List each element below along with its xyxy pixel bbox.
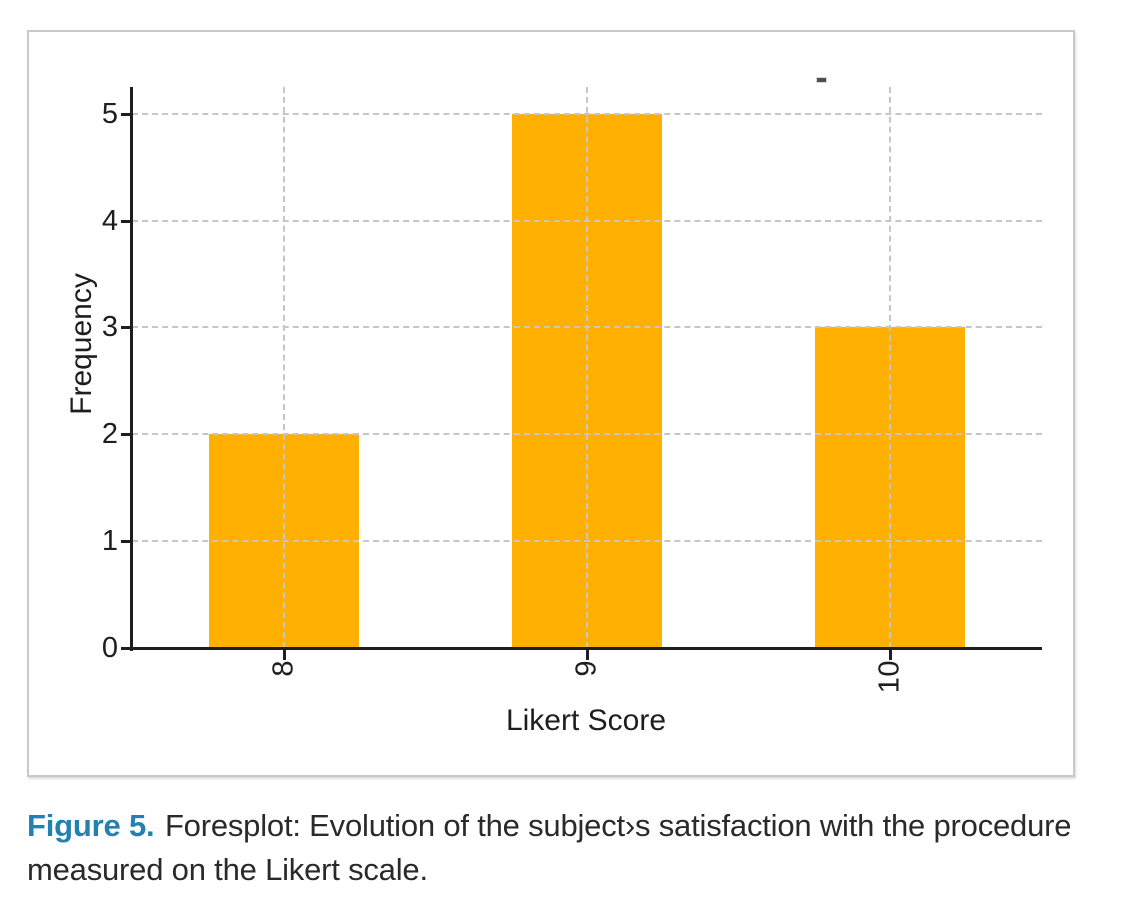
y-tick-mark — [121, 219, 132, 223]
y-tick-label: 2 — [101, 418, 118, 451]
x-axis-line — [130, 647, 1042, 650]
x-tick-label: 10 — [873, 660, 906, 694]
x-tick-mark — [586, 650, 589, 660]
x-grid-line — [282, 87, 285, 648]
y-tick-mark — [121, 112, 132, 116]
y-tick-label: 3 — [101, 311, 118, 344]
x-tick-mark — [889, 650, 893, 660]
y-tick-label: 0 — [101, 632, 118, 664]
plot-area: Frequency Likert Score 0 1 2 3 4 5 8 9 10 — [29, 32, 1073, 775]
figure-caption: Figure 5. Foresplot: Evolution of the sub… — [27, 804, 1073, 892]
x-grid-line — [586, 87, 588, 648]
y-tick-label: 4 — [101, 204, 118, 237]
figure-caption-label: Figure 5. — [27, 808, 155, 843]
x-tick-label: 8 — [267, 660, 300, 677]
x-tick-mark — [282, 650, 286, 660]
stray-dash-mark — [817, 78, 826, 82]
y-tick-label: 1 — [101, 525, 118, 558]
y-axis-line — [130, 87, 133, 651]
y-tick-mark — [121, 540, 132, 544]
y-tick-mark — [121, 647, 132, 650]
y-tick-mark — [121, 326, 132, 330]
x-axis-title: Likert Score — [505, 704, 667, 737]
figure-caption-text: Foresplot: Evolution of the subject›s sa… — [27, 808, 1072, 887]
y-tick-label: 5 — [101, 97, 118, 130]
chart-frame: Frequency Likert Score 0 1 2 3 4 5 8 9 10 — [27, 30, 1075, 777]
y-tick-mark — [121, 433, 132, 437]
x-tick-label: 9 — [570, 660, 603, 677]
x-grid-line — [889, 87, 892, 648]
